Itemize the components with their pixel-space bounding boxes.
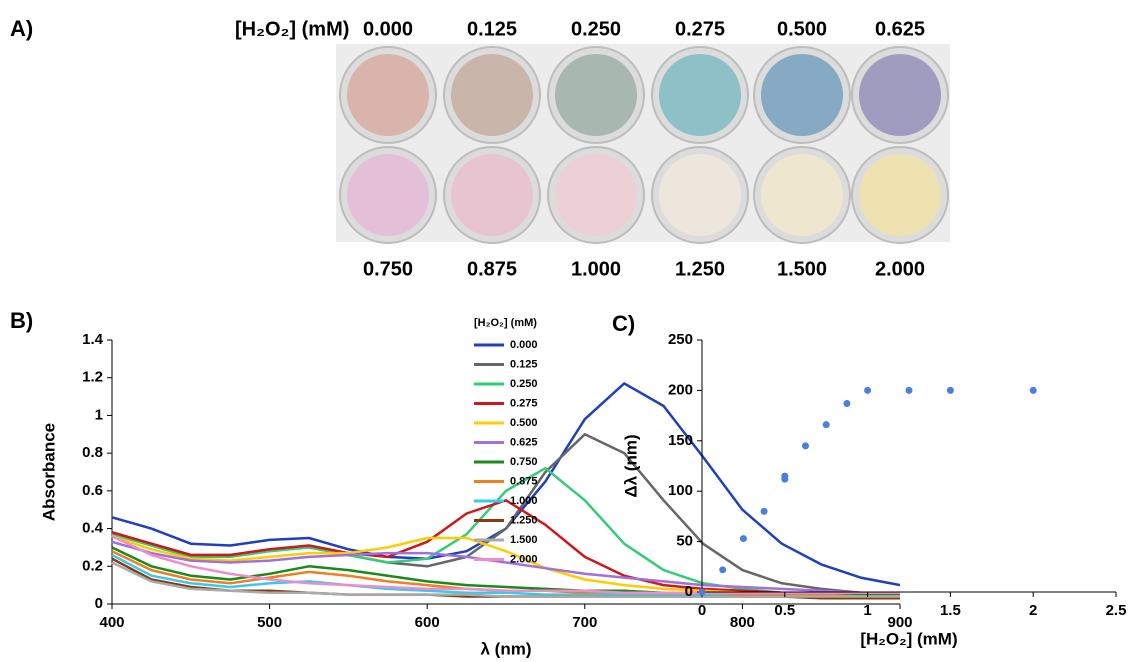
legend-label: 0.250 [510,378,538,390]
legend-label: 0.875 [510,475,538,487]
legend-label: 0.750 [510,456,538,468]
spectrum-line [111,540,900,594]
y-tick-label: 150 [668,432,693,449]
spectrum-line [111,466,901,598]
concentration-bottom: 1.250 [675,258,725,280]
panel-label: A) [10,16,33,41]
concentration-bottom: 0.875 [467,258,517,280]
y-tick-label: 50 [676,533,693,550]
concentration-top: 0.125 [467,18,517,40]
y-tick-label: 0.6 [82,482,103,499]
data-point [698,588,706,596]
y-axis-title: Δλ (nm) [621,434,640,497]
x-tick-label: 600 [415,614,440,631]
data-point [843,400,851,408]
x-tick-label: 0.5 [774,602,795,619]
x-tick-label: 400 [99,614,124,631]
concentration-bottom: 0.750 [363,258,413,280]
data-point [781,472,789,480]
concentration-bottom: 1.000 [571,258,621,280]
well-liquid [761,54,843,136]
y-tick-label: 0.8 [82,444,103,461]
x-tick-label: 0 [698,602,706,619]
concentration-bottom: 1.500 [777,258,827,280]
concentration-label: [H₂O₂] (mM) [235,18,349,40]
y-tick-label: 0 [685,583,693,600]
y-tick-label: 0 [95,595,103,612]
panel-label: B) [10,308,33,333]
y-axis-title: Absorbance [39,423,58,521]
y-tick-label: 0.2 [82,557,103,574]
well-liquid [659,54,741,136]
y-tick-label: 200 [668,381,693,398]
concentration-top: 0.500 [777,18,827,40]
well-liquid [859,54,941,136]
well-liquid [859,154,941,236]
well-liquid [761,154,843,236]
concentration-top: 0.000 [363,18,413,40]
concentration-top: 0.250 [571,18,621,40]
legend-label: 0.275 [510,397,538,409]
legend-label: 0.000 [510,339,538,351]
y-tick-label: 0.4 [82,520,104,537]
concentration-top: 0.625 [875,18,925,40]
x-tick-label: 1 [863,602,871,619]
panel-label: C) [612,311,635,336]
x-tick-label: 2.5 [1106,602,1127,619]
y-tick-label: 1 [95,406,103,423]
data-point [822,421,830,429]
data-point [760,507,768,515]
spectrum-line [111,433,901,596]
x-tick-label: 2 [1029,602,1037,619]
data-point [739,535,747,543]
legend-label: 1.250 [510,514,538,526]
data-point [719,566,727,574]
well-liquid [347,54,429,136]
legend-title: [H₂O₂] (mM) [474,317,537,329]
legend-label: 0.125 [510,358,538,370]
well-liquid [659,154,741,236]
legend-label: 1.500 [510,534,538,546]
data-point [802,442,809,450]
y-tick-label: 1.4 [82,331,104,348]
well-liquid [451,154,533,236]
well-liquid [555,54,637,136]
data-point [946,386,954,394]
data-point [864,386,872,394]
x-tick-label: 500 [257,614,282,631]
spectrum-line [111,561,900,598]
well-liquid [555,154,637,236]
legend-label: 0.500 [510,417,538,429]
legend-label: 2.000 [510,553,538,565]
x-tick-label: 900 [887,614,912,631]
x-tick-label: 1.5 [940,602,961,619]
legend-label: 1.000 [510,495,538,507]
concentration-top: 0.275 [675,18,725,40]
x-tick-label: 800 [730,614,755,631]
data-point [905,386,913,394]
spectrum-line [111,534,900,594]
x-tick-label: 700 [572,614,597,631]
data-point [1029,386,1037,394]
well-liquid [451,54,533,136]
well-plate-photo [336,44,950,244]
y-tick-label: 1.2 [82,369,103,386]
x-axis-title: [H₂O₂] (mM) [860,629,957,648]
well-liquid [347,154,429,236]
legend-label: 0.625 [510,436,538,448]
y-tick-label: 250 [668,331,693,348]
concentration-bottom: 2.000 [875,258,925,280]
x-axis-title: λ (nm) [481,639,532,658]
y-tick-label: 100 [668,482,693,499]
